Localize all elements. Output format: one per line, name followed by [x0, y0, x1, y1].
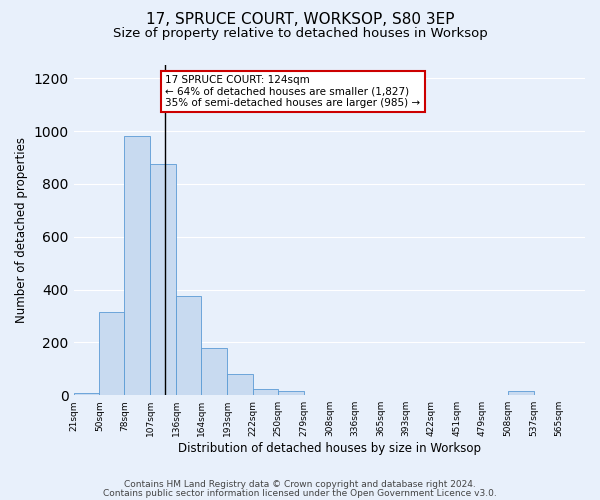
Text: Contains HM Land Registry data © Crown copyright and database right 2024.: Contains HM Land Registry data © Crown c… [124, 480, 476, 489]
Text: Size of property relative to detached houses in Worksop: Size of property relative to detached ho… [113, 28, 487, 40]
Bar [100, 312, 124, 395]
Bar [253, 388, 278, 395]
Text: 17, SPRUCE COURT, WORKSOP, S80 3EP: 17, SPRUCE COURT, WORKSOP, S80 3EP [146, 12, 454, 28]
Bar [124, 136, 151, 395]
Y-axis label: Number of detached properties: Number of detached properties [15, 137, 28, 323]
Bar [278, 391, 304, 395]
Bar [151, 164, 176, 395]
Bar [508, 391, 534, 395]
Bar [201, 348, 227, 395]
X-axis label: Distribution of detached houses by size in Worksop: Distribution of detached houses by size … [178, 442, 481, 455]
Bar [227, 374, 253, 395]
Text: 17 SPRUCE COURT: 124sqm
← 64% of detached houses are smaller (1,827)
35% of semi: 17 SPRUCE COURT: 124sqm ← 64% of detache… [166, 75, 421, 108]
Bar [176, 296, 201, 395]
Bar [74, 392, 100, 395]
Text: Contains public sector information licensed under the Open Government Licence v3: Contains public sector information licen… [103, 488, 497, 498]
